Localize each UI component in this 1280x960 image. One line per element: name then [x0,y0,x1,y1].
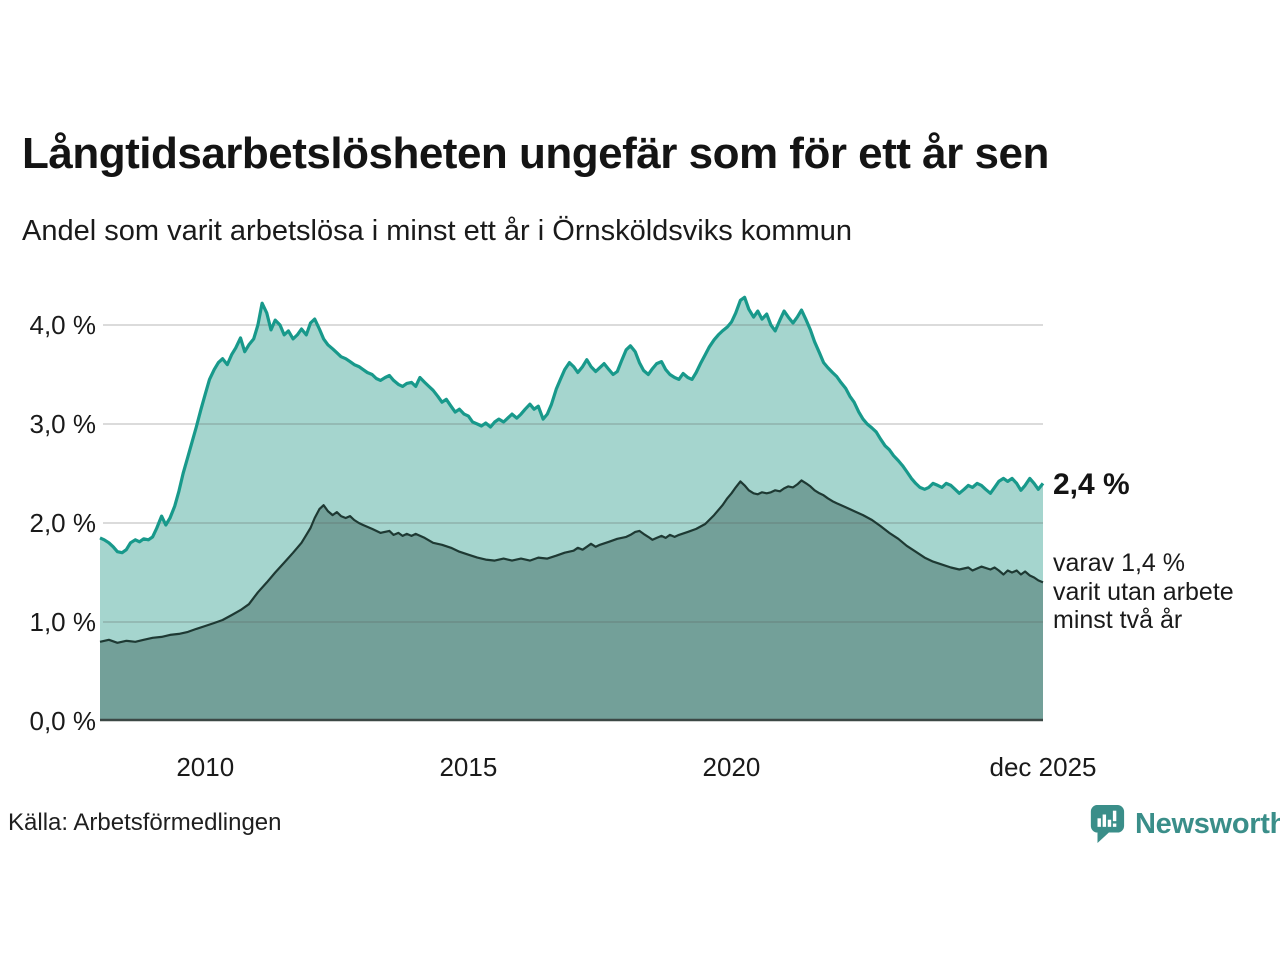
x-tick-label: 2010 [176,752,235,782]
annotation-line: varav 1,4 % [1053,549,1186,577]
series-end-value-label: 2,4 % [1053,468,1130,501]
y-tick-label: 1,0 % [29,607,97,637]
annotation-line: minst två år [1053,606,1183,634]
y-tick-label: 2,0 % [29,508,97,538]
y-tick-label: 4,0 % [29,310,97,340]
series-secondary-annotation: varav 1,4 % varit utan arbete minst två … [1053,549,1273,635]
x-tick-label: 2020 [702,752,761,782]
newsworthy-logo-text: Newsworthy [1135,807,1280,840]
page-subtitle: Andel som varit arbetslösa i minst ett å… [22,215,852,247]
source-note: Källa: Arbetsförmedlingen [8,809,282,836]
series-line-min-one-year [99,295,1045,555]
y-tick-label: 3,0 % [29,409,97,439]
newsworthy-logo: Newsworthy [1088,802,1280,846]
series-line-min-two-years [99,479,1044,644]
x-tick-label: dec 2025 [989,752,1097,782]
page-title: Långtidsarbetslösheten ungefär som för e… [22,129,1049,178]
series-area-min-two-years [100,480,1043,721]
newsworthy-logo-icon [1090,805,1125,843]
y-tick-label: 0,0 % [29,706,97,736]
annotation-line: varit utan arbete [1053,577,1234,606]
x-tick-label: 2015 [439,752,498,782]
